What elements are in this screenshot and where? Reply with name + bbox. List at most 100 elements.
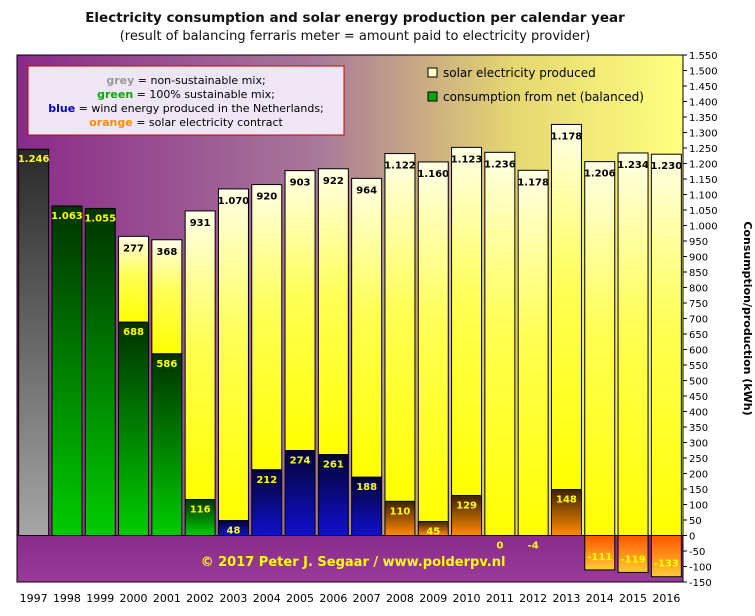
label-consumption-2016: -133	[654, 559, 679, 570]
y-tick-label: 1.000	[689, 222, 718, 233]
legend-swatch-consumption	[427, 91, 438, 102]
label-solar-2001: 368	[156, 247, 177, 258]
x-tick-2006: 2006	[319, 592, 347, 605]
label-consumption-2003: 48	[226, 526, 240, 537]
label-consumption-2002: 116	[190, 505, 211, 516]
y-tick-label: -50	[689, 547, 705, 558]
bar-consumption-2008	[384, 500, 416, 536]
y-tick-label: 500	[689, 377, 708, 388]
bar-solar-2009	[417, 161, 449, 523]
y-tick-label: 1.200	[689, 160, 718, 171]
label-consumption-2011: 0	[496, 541, 503, 552]
bar-solar-2010	[451, 146, 483, 497]
x-tick-1998: 1998	[53, 592, 81, 605]
x-tick-2002: 2002	[186, 592, 214, 605]
x-tick-2016: 2016	[652, 592, 680, 605]
bar-consumption-2006	[317, 454, 349, 536]
bar-consumption-2002	[184, 499, 216, 537]
legend-label-solar: solar electricity produced	[443, 66, 596, 80]
y-tick-label: -100	[689, 563, 712, 574]
mix-legend-grey: grey = non-sustainable mix;	[106, 74, 265, 87]
bar-consumption-2010	[451, 495, 483, 537]
x-tick-2014: 2014	[586, 592, 614, 605]
y-tick-label: 1.400	[689, 98, 718, 109]
y-tick-label: 1.550	[689, 51, 718, 62]
y-axis-label: Consumption/production (kWh)	[741, 221, 754, 415]
y-tick-label: 350	[689, 423, 708, 434]
copyright-text: © 2017 Peter J. Segaar / www.polderpv.nl	[201, 555, 506, 570]
bar-consumption-2001	[151, 353, 183, 536]
label-consumption-2009: 45	[426, 527, 440, 538]
label-solar-2004: 920	[256, 192, 277, 203]
x-tick-2005: 2005	[286, 592, 314, 605]
label-consumption-2007: 188	[356, 482, 377, 493]
label-solar-2012: 1.178	[517, 177, 549, 188]
bar-consumption-1999	[84, 207, 116, 536]
y-tick-label: 750	[689, 299, 708, 310]
label-solar-2007: 964	[356, 185, 377, 196]
label-solar-2015: 1.234	[617, 160, 649, 171]
label-consumption-2000: 688	[123, 327, 144, 338]
label-solar-2000: 277	[123, 243, 144, 254]
y-tick-label: 800	[689, 284, 708, 295]
bar-solar-2005	[284, 170, 316, 452]
label-solar-2008: 1.122	[384, 161, 416, 172]
bar-consumption-2007	[351, 476, 383, 536]
bar-solar-2007	[351, 177, 383, 478]
x-tick-2010: 2010	[453, 592, 481, 605]
y-tick-label: 100	[689, 501, 708, 512]
y-tick-label: 450	[689, 392, 708, 403]
y-tick-label: 400	[689, 408, 708, 419]
x-tick-2009: 2009	[419, 592, 447, 605]
label-solar-2011: 1.236	[484, 159, 516, 170]
label-consumption-2004: 212	[256, 475, 277, 486]
y-tick-label: 600	[689, 346, 708, 357]
label-consumption-2014: -111	[587, 552, 612, 563]
y-tick-label: 1.150	[689, 175, 718, 186]
bar-consumption-2004	[251, 469, 283, 536]
label-consumption-2006: 261	[323, 460, 344, 471]
bar-solar-2014	[584, 161, 616, 536]
y-tick-label: 650	[689, 330, 708, 341]
label-solar-2003: 1.070	[218, 196, 250, 207]
legend-swatch-solar	[427, 67, 438, 78]
bar-consumption-1997	[18, 148, 50, 537]
y-tick-label: 1.100	[689, 191, 718, 202]
y-tick-label: 1.050	[689, 206, 718, 217]
bar-consumption-2015	[617, 535, 649, 573]
bar-solar-2008	[384, 153, 416, 502]
bar-solar-2016	[650, 153, 682, 536]
bar-solar-2015	[617, 152, 649, 537]
bar-solar-2013	[550, 123, 582, 491]
label-consumption-1999: 1.055	[84, 213, 116, 224]
x-tick-2015: 2015	[619, 592, 647, 605]
y-tick-label: 200	[689, 470, 708, 481]
y-tick-label: 1.450	[689, 82, 718, 93]
bar-consumption-2005	[284, 450, 316, 536]
x-tick-2011: 2011	[486, 592, 514, 605]
label-solar-2014: 1.206	[584, 169, 616, 180]
chart-subtitle: (result of balancing ferraris meter = am…	[119, 29, 591, 44]
x-tick-2004: 2004	[253, 592, 281, 605]
x-tick-2000: 2000	[120, 592, 148, 605]
label-solar-2009: 1.160	[417, 169, 449, 180]
y-tick-label: 50	[689, 516, 702, 527]
x-tick-2012: 2012	[519, 592, 547, 605]
bar-consumption-2016	[650, 535, 682, 578]
y-tick-label: 700	[689, 315, 708, 326]
y-tick-label: 1.300	[689, 129, 718, 140]
label-consumption-2008: 110	[390, 506, 411, 517]
label-solar-2010: 1.123	[451, 154, 483, 165]
label-consumption-1997: 1.246	[18, 154, 50, 165]
y-tick-label: -150	[689, 578, 712, 589]
label-consumption-2001: 586	[156, 359, 177, 370]
bar-solar-2011	[484, 151, 516, 536]
label-solar-2013: 1.178	[551, 131, 583, 142]
x-tick-2008: 2008	[386, 592, 414, 605]
label-solar-2005: 903	[290, 178, 311, 189]
x-tick-2007: 2007	[353, 592, 381, 605]
label-consumption-2015: -119	[621, 554, 646, 565]
label-solar-2002: 931	[190, 218, 211, 229]
bar-consumption-1998	[51, 205, 83, 536]
